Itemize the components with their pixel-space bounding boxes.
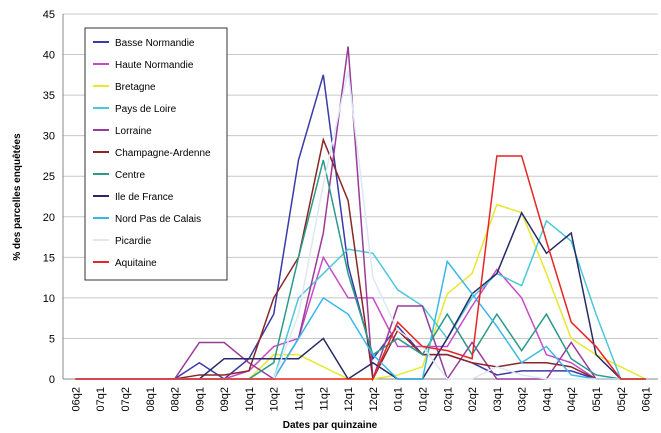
x-tick-label: 01q1 (393, 387, 405, 411)
y-tick-label: 5 (49, 333, 55, 345)
legend-label: Nord Pas de Calais (115, 214, 201, 225)
x-tick-label: 06q2 (70, 387, 82, 411)
legend-box (84, 27, 228, 281)
x-tick-label: 04q1 (541, 387, 553, 411)
x-tick-label: 11q1 (294, 387, 306, 411)
x-tick-label: 05q2 (616, 387, 628, 411)
y-tick-label: 0 (49, 374, 55, 386)
x-tick-label: 07q1 (95, 387, 107, 411)
y-tick-label: 20 (43, 212, 55, 224)
x-tick-label: 06q1 (641, 387, 653, 411)
legend-label: Haute Normandie (115, 60, 194, 71)
x-tick-label: 03q1 (492, 387, 504, 411)
x-tick-label: 08q1 (145, 387, 157, 411)
x-tick-label: 07q2 (120, 387, 132, 411)
legend-label: Lorraine (115, 126, 152, 137)
x-tick-label: 01q2 (417, 387, 429, 411)
y-tick-label: 15 (43, 252, 55, 264)
y-tick-label: 25 (43, 171, 55, 183)
legend-label: Pays de Loire (115, 104, 177, 115)
y-tick-label: 35 (43, 90, 55, 102)
y-tick-label: 40 (43, 50, 55, 62)
x-tick-label: 11q2 (318, 387, 330, 411)
legend-label: Picardie (115, 236, 152, 247)
x-tick-label: 10q2 (269, 387, 281, 411)
x-tick-label: 09q1 (194, 387, 206, 411)
x-tick-label: 04q2 (566, 387, 578, 411)
legend-label: Basse Normandie (115, 38, 195, 49)
series-line (75, 155, 646, 380)
legend-label: Centre (115, 170, 145, 181)
legend-label: Aquitaine (115, 258, 157, 269)
x-tick-label: 03q2 (517, 387, 529, 411)
legend-label: Ile de France (115, 192, 174, 203)
legend-label: Champagne-Ardenne (115, 148, 211, 159)
x-tick-label: 12q2 (368, 387, 380, 411)
y-tick-label: 45 (43, 9, 55, 21)
x-axis-label: Dates par quinzaine (283, 420, 378, 431)
x-tick-label: 02q2 (467, 387, 479, 411)
x-tick-label: 08q2 (170, 387, 182, 411)
legend-label: Bretagne (115, 82, 156, 93)
x-tick-label: 09q2 (219, 387, 231, 411)
x-tick-label: 02q1 (442, 387, 454, 411)
x-tick-label: 12q1 (343, 387, 355, 411)
x-tick-label: 10q1 (244, 387, 256, 411)
y-axis-label: % des parcelles enquêtées (12, 133, 23, 261)
y-tick-label: 10 (43, 293, 55, 305)
x-tick-label: 05q1 (591, 387, 603, 411)
y-tick-label: 30 (43, 131, 55, 143)
